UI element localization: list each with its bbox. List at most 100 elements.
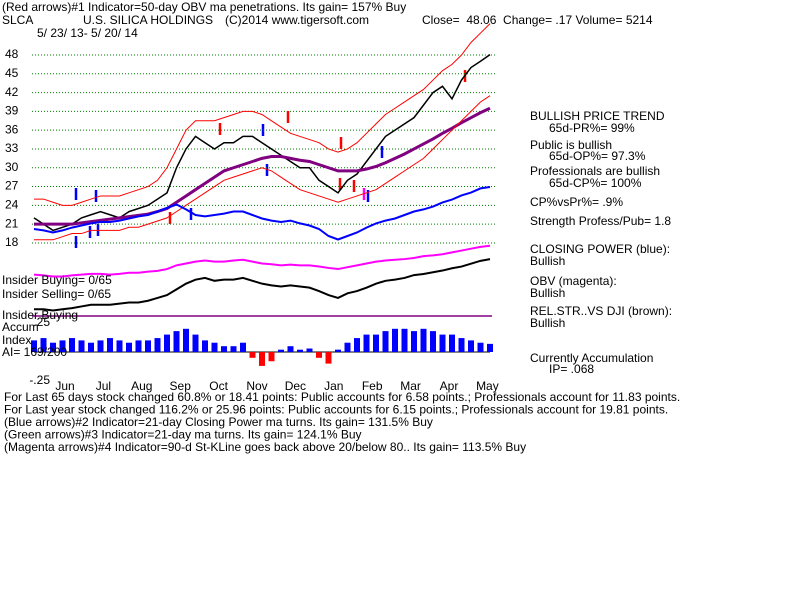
accum-bar [335,349,341,352]
accum-tick-label: -.25 [29,373,50,387]
panel-text: 65d-PR%= 99% [549,121,635,135]
panel-text: Bullish [530,254,565,268]
accum-bar [430,331,436,352]
panel-text: Currently Accumulation [530,351,653,365]
accum-bar [382,331,389,352]
footer-line: (Green arrows)#3 Indicator=21-day ma tur… [4,428,362,442]
panel-text: Public is bullish [530,138,612,152]
indicator-line [33,186,491,241]
panel-text: Professionals are bullish [530,164,660,178]
accum-bar [97,340,104,352]
accum-bar [249,352,256,358]
price-line [33,53,491,232]
accum-bar [477,342,484,352]
panel-text: 65d-OP%= 97.3% [549,149,646,163]
accum-bar [306,348,313,352]
y-tick-label: 48 [5,47,19,61]
panel-text: Bullish [530,286,565,300]
y-tick-label: 45 [5,66,19,80]
y-tick-label: 24 [5,198,19,212]
panel-text: BULLISH PRICE TREND [530,109,665,123]
accum-bar [287,346,294,352]
company: U.S. SILICA HOLDINGS [83,13,213,27]
left-label: AI= 169/200 [2,345,67,359]
accum-bar [458,338,465,352]
footer-line: For Last year stock changed 116.2% or 25… [4,403,668,417]
x-tick-label: Feb [362,379,383,393]
accum-bar [354,338,360,352]
y-tick-label: 30 [5,160,19,174]
accum-bar [240,342,246,352]
accum-bar [40,338,47,352]
accum-bar [230,346,237,352]
panel-text: CLOSING POWER (blue): [530,242,670,256]
y-tick-label: 18 [5,235,19,249]
left-label: Insider Buying= 0/65 [2,273,112,287]
accum-bar [363,334,370,352]
indicator-line [33,244,491,278]
x-tick-label: Dec [285,379,306,393]
accum-bar [126,342,132,352]
accum-bar [116,340,123,352]
accum-bar [297,349,303,352]
copyright: (C)2014 www.tigersoft.com [225,13,369,27]
x-tick-label: Jan [324,379,343,393]
x-tick-label: Jun [55,379,74,393]
accum-bar [325,352,332,364]
accum-bar [59,340,66,352]
accum-bar [401,328,408,352]
panel-text: Strength Profess/Pub= 1.8 [530,214,671,228]
x-tick-label: Aug [131,379,152,393]
accum-bar [278,349,284,352]
left-label: Index [2,333,31,347]
panel-text: REL.STR..VS DJI (brown): [530,304,672,318]
accum-bar [411,331,417,352]
left-label: Insider Selling= 0/65 [2,287,111,301]
accum-bar [107,338,113,352]
panel-text: IP= .068 [549,362,594,376]
accum-bar [420,328,427,352]
y-tick-label: 21 [5,216,19,230]
price-line [34,95,491,241]
panel-text: CP%vsPr%= .9% [530,195,623,209]
accum-tick-label: .25 [33,315,50,329]
accum-bar [88,342,94,352]
footer-line: For Last 65 days stock changed 60.8% or … [4,390,680,404]
accum-bar [373,334,379,352]
y-tick-label: 27 [5,179,19,193]
x-tick-label: Nov [246,379,267,393]
accum-bar [145,340,151,352]
accum-bar [221,346,227,352]
price-line [34,106,491,226]
accum-bar [392,328,398,352]
x-tick-label: Sep [170,379,192,393]
accum-bar [135,340,142,352]
x-tick-label: Jul [96,379,111,393]
price-line [34,23,491,206]
accum-bar [164,334,170,352]
accum-bar [192,334,199,352]
accum-bar [439,334,446,352]
accum-bar [183,328,189,352]
accum-bar [259,352,265,366]
left-label: Insider Buying [2,308,78,322]
accum-bar [202,340,208,352]
accum-bar [69,338,75,352]
accum-bar [449,334,455,352]
left-label: Accum [2,320,39,334]
accum-bar [487,343,493,352]
footer-line: (Blue arrows)#2 Indicator=21-day Closing… [4,415,433,429]
date-range: 5/ 23/ 13- 5/ 20/ 14 [37,26,138,40]
y-tick-label: 39 [5,104,19,118]
panel-text: 65d-CP%= 100% [549,176,642,190]
y-tick-label: 36 [5,122,19,136]
accum-bar [31,340,37,352]
accum-bar [316,352,322,358]
panel-text: Bullish [530,316,565,330]
accum-bar [50,342,56,352]
x-tick-label: Apr [440,379,459,393]
accum-bar [344,342,351,352]
x-tick-label: Oct [209,379,228,393]
indicator-line [34,258,491,312]
